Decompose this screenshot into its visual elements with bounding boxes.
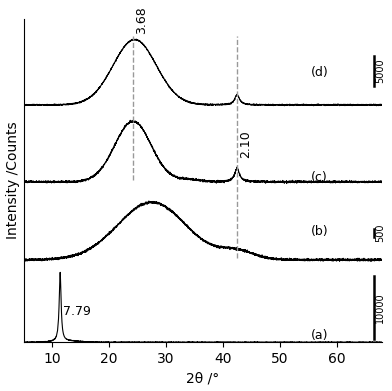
X-axis label: 2θ /°: 2θ /° [186, 371, 220, 386]
Text: 7.79: 7.79 [63, 305, 91, 318]
Text: (c): (c) [311, 171, 328, 184]
Text: (b): (b) [311, 224, 328, 238]
Text: (d): (d) [311, 66, 328, 79]
Text: 500: 500 [376, 224, 385, 242]
Text: 5000: 5000 [376, 59, 385, 83]
Text: 10000: 10000 [376, 292, 385, 323]
Text: (a): (a) [311, 329, 328, 342]
Text: 3.68: 3.68 [135, 7, 148, 34]
Y-axis label: Intensity /Counts: Intensity /Counts [5, 122, 20, 239]
Text: 2.10: 2.10 [239, 130, 252, 158]
